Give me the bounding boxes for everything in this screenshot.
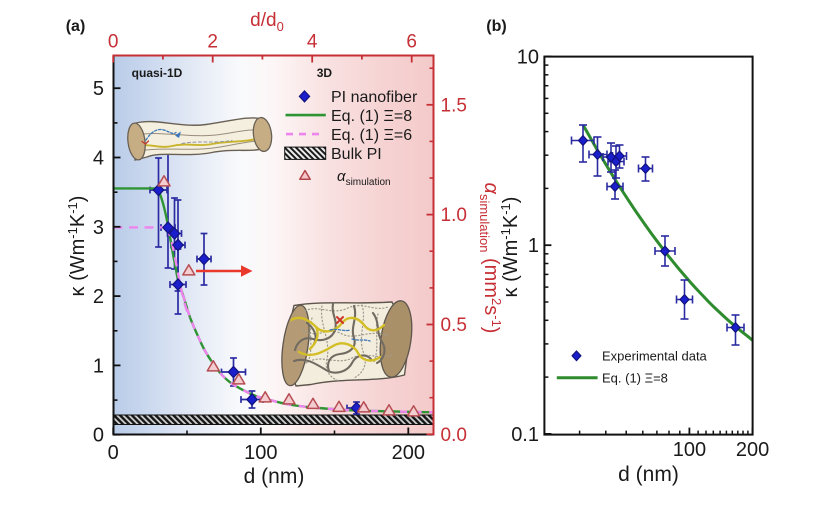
svg-text:αsimulation (mm2s-1): αsimulation (mm2s-1) (477, 183, 504, 334)
svg-text:200: 200 (392, 442, 425, 464)
svg-text:0.0: 0.0 (441, 425, 467, 446)
svg-text:2: 2 (207, 32, 218, 53)
svg-text:100: 100 (673, 439, 706, 461)
svg-text:d (nm): d (nm) (618, 463, 679, 486)
svg-text:0: 0 (108, 32, 119, 53)
svg-text:1.5: 1.5 (441, 95, 467, 116)
svg-text:(b): (b) (486, 18, 506, 35)
svg-text:(a): (a) (66, 18, 86, 35)
svg-text:κ (Wm-1K-1): κ (Wm-1K-1) (65, 196, 89, 297)
svg-text:200: 200 (736, 439, 769, 461)
svg-text:Bulk PI: Bulk PI (331, 146, 382, 163)
svg-text:0: 0 (93, 425, 104, 447)
svg-text:1.0: 1.0 (441, 205, 467, 226)
svg-text:d (nm): d (nm) (244, 465, 305, 488)
svg-text:3D: 3D (317, 66, 333, 80)
svg-text:PI nanofiber: PI nanofiber (331, 89, 418, 106)
svg-text:quasi-1D: quasi-1D (132, 66, 183, 80)
svg-text:Eq. (1) Ξ=6: Eq. (1) Ξ=6 (331, 127, 412, 144)
svg-text:3: 3 (93, 217, 104, 239)
svg-text:Experimental data: Experimental data (602, 349, 708, 364)
svg-text:Eq. (1) Ξ=8: Eq. (1) Ξ=8 (602, 371, 668, 386)
svg-text:4: 4 (93, 148, 104, 170)
svg-text:0.1: 0.1 (511, 424, 539, 446)
svg-text:2: 2 (93, 286, 104, 308)
svg-text:1: 1 (528, 235, 539, 257)
svg-text:0.5: 0.5 (441, 315, 467, 336)
svg-text:1: 1 (93, 355, 104, 377)
svg-text:100: 100 (244, 442, 277, 464)
svg-text:10: 10 (517, 47, 539, 69)
svg-text:0: 0 (108, 442, 119, 464)
svg-text:5: 5 (93, 78, 104, 100)
svg-text:Eq. (1) Ξ=8: Eq. (1) Ξ=8 (331, 108, 412, 125)
svg-text:6: 6 (406, 32, 417, 53)
svg-text:αsimulation: αsimulation (337, 168, 391, 188)
svg-text:4: 4 (307, 32, 318, 53)
